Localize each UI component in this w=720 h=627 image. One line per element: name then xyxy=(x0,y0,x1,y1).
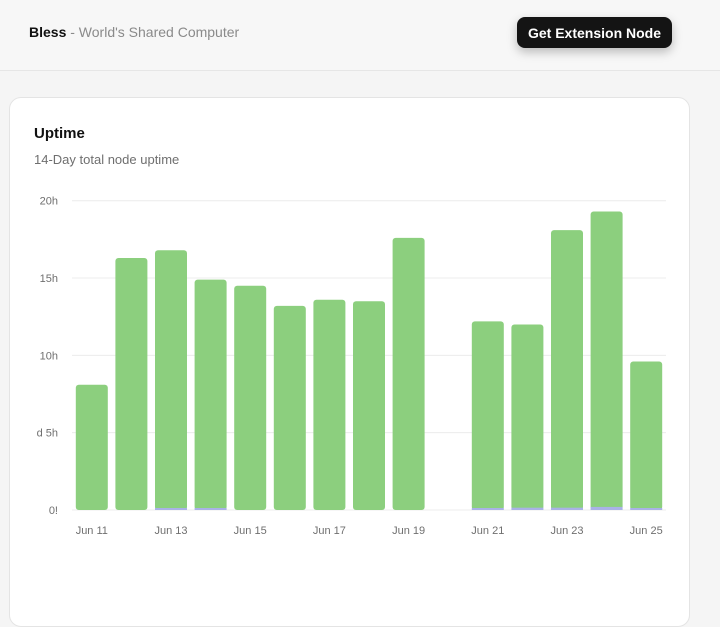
x-tick-label: Jun 25 xyxy=(630,525,663,537)
x-tick-label: Jun 23 xyxy=(550,525,583,537)
brand-name: Bless xyxy=(29,24,67,40)
bar xyxy=(590,211,623,510)
bar xyxy=(115,257,148,510)
y-tick-label: 10h xyxy=(40,350,58,362)
x-tick-label: Jun 11 xyxy=(76,525,108,537)
x-tick-label: Jun 13 xyxy=(154,525,187,537)
x-tick-label: Jun 17 xyxy=(313,525,346,537)
bar-secondary xyxy=(590,506,623,510)
bar-secondary xyxy=(630,508,663,510)
x-tick-label: Jun 19 xyxy=(392,525,425,537)
bar xyxy=(551,230,583,511)
bar xyxy=(75,384,108,510)
y-tick-label: d 5h xyxy=(37,428,58,440)
y-tick-label: 20h xyxy=(40,196,58,208)
bar xyxy=(353,301,385,510)
y-tick-label: 0! xyxy=(49,505,58,517)
bar-secondary xyxy=(194,508,227,510)
brand-tagline: - World's Shared Computer xyxy=(66,24,240,40)
card-title: Uptime xyxy=(34,125,85,142)
y-tick-label: 15h xyxy=(40,273,58,285)
bar xyxy=(471,321,504,510)
bar xyxy=(392,237,425,510)
brand: Bless - World's Shared Computer xyxy=(29,24,239,40)
bar-secondary xyxy=(511,507,544,510)
bar xyxy=(194,279,227,510)
x-tick-label: Jun 15 xyxy=(234,525,267,537)
bar xyxy=(155,250,187,510)
bar xyxy=(511,324,544,510)
uptime-bar-chart: 0! d 5h 10h 15h 20h Jun 11 Jun 13 Jun 15 Jun 17 J… xyxy=(37,196,666,537)
bar xyxy=(313,299,346,510)
get-extension-node-button[interactable]: Get Extension Node xyxy=(517,17,672,48)
card-subtitle: 14-Day total node uptime xyxy=(34,152,180,167)
bar xyxy=(630,361,663,510)
top-bar: Bless - World's Shared Computer Get Exte… xyxy=(0,0,720,71)
bar-secondary xyxy=(471,508,504,510)
bar xyxy=(234,285,267,510)
bar-secondary xyxy=(155,508,187,510)
x-tick-label: Jun 21 xyxy=(471,525,504,537)
uptime-card: Uptime 14-Day total node uptime 0! d 5h 10… xyxy=(9,97,690,627)
bar xyxy=(273,305,306,510)
bar-secondary xyxy=(551,507,583,510)
